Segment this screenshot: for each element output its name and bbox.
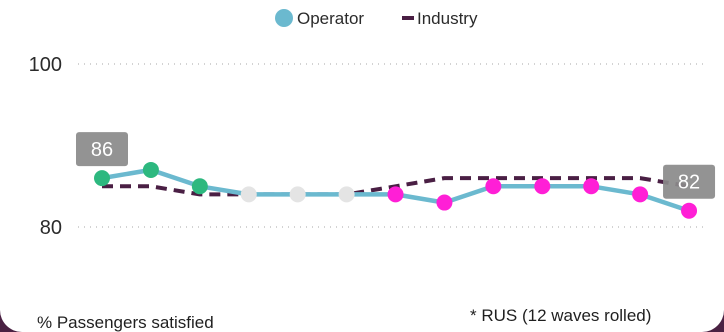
data-point: [387, 186, 404, 203]
data-point: [191, 178, 208, 195]
legend-industry-label: Industry: [417, 9, 478, 28]
data-point: [142, 161, 159, 178]
callout-label: 86: [91, 139, 113, 161]
source-note: * RUS (12 waves rolled): [470, 306, 651, 325]
data-point: [534, 178, 551, 195]
x-axis-label: % Passengers satisfied: [37, 313, 214, 332]
data-point: [94, 170, 110, 187]
legend-operator-marker: [275, 9, 293, 27]
value-callouts: 86 82: [76, 132, 716, 199]
chart-legend: Operator Industry: [275, 9, 478, 28]
data-point: [583, 178, 600, 195]
data-point: [436, 194, 453, 211]
legend-operator-label: Operator: [297, 9, 364, 28]
y-axis-ticks: 100 80: [29, 54, 62, 239]
legend-industry-marker: [402, 16, 414, 20]
data-point: [632, 186, 649, 203]
y-tick-label: 100: [29, 54, 62, 76]
callout-box: [76, 132, 128, 167]
y-tick-label: 80: [40, 217, 62, 239]
data-point: [681, 202, 698, 219]
data-point: [289, 186, 306, 203]
gridlines: [78, 63, 706, 228]
series-line-industry: [102, 176, 690, 197]
callout-box: [663, 164, 716, 199]
series-points: [94, 161, 698, 219]
data-point: [240, 186, 257, 203]
data-point: [485, 178, 502, 195]
value-callout: 86: [76, 132, 128, 167]
data-point: [338, 186, 355, 203]
value-callout: 82: [663, 164, 716, 199]
callout-label: 82: [678, 172, 700, 194]
